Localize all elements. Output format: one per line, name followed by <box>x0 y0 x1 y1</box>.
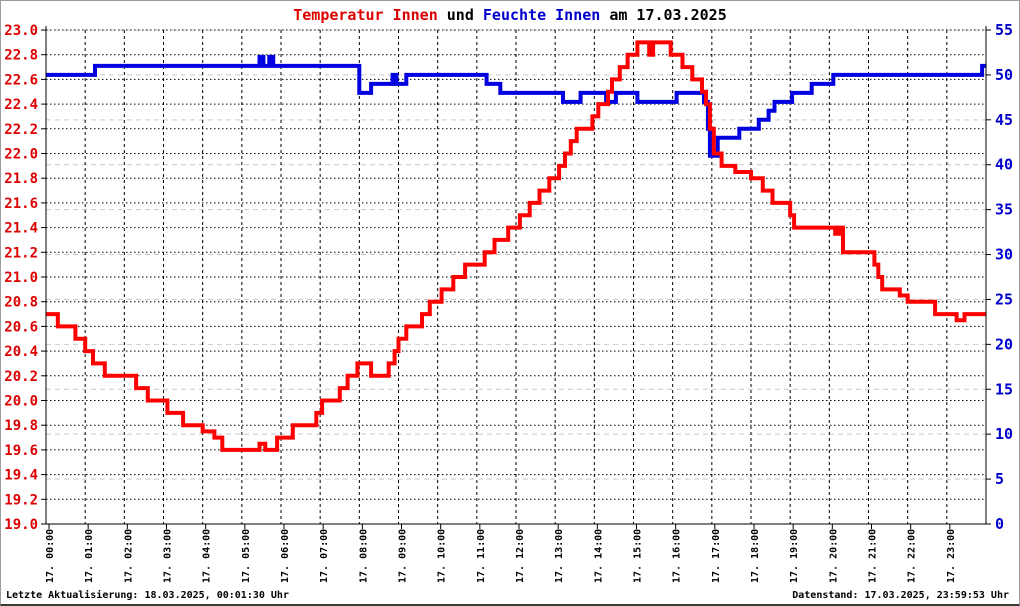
left-axis-tick-label: 21.6 <box>4 196 38 212</box>
left-axis-tick-label: 20.2 <box>4 369 38 385</box>
x-axis-tick-label: 17. 15:00 <box>633 529 644 583</box>
left-axis-tick-label: 21.0 <box>4 270 38 286</box>
left-axis-tick-label: 20.8 <box>4 295 38 311</box>
x-axis-tick-label: 17. 10:00 <box>437 529 448 583</box>
last-update-text: Letzte Aktualisierung: 18.03.2025, 00:01… <box>6 590 289 601</box>
chart-title: Temperatur Innen und Feuchte Innen am 17… <box>1 6 1019 24</box>
x-axis-tick-label: 17. 13:00 <box>554 529 565 583</box>
left-axis-tick-label: 22.4 <box>4 97 38 113</box>
right-axis-tick-label: 5 <box>995 470 1004 488</box>
right-axis-tick-label: 20 <box>995 335 1013 353</box>
right-axis-tick-label: 30 <box>995 246 1013 264</box>
x-axis-tick-label: 17. 05:00 <box>241 529 252 583</box>
chart-title-und: und <box>437 6 483 24</box>
right-axis-tick-label: 55 <box>995 21 1013 39</box>
x-axis-tick-label: 17. 16:00 <box>672 529 683 583</box>
x-axis-tick-label: 17. 23:00 <box>946 529 957 583</box>
chart-title-humidity: Feuchte Innen <box>482 6 601 24</box>
left-axis-tick-label: 19.8 <box>4 418 38 434</box>
left-axis-tick-label: 22.8 <box>4 48 38 64</box>
x-axis-tick-label: 17. 20:00 <box>828 529 839 583</box>
left-axis-tick-label: 19.4 <box>4 468 38 484</box>
x-axis-tick-label: 17. 19:00 <box>789 529 800 583</box>
left-axis-tick-label: 19.6 <box>4 443 38 459</box>
x-axis-tick-label: 17. 22:00 <box>907 529 918 583</box>
x-axis-tick-label: 17. 09:00 <box>398 529 409 583</box>
right-axis-tick-label: 40 <box>995 156 1013 174</box>
right-axis-tick-label: 50 <box>995 66 1013 84</box>
left-axis-tick-label: 20.0 <box>4 394 38 410</box>
temperature-line <box>46 40 986 452</box>
x-axis-tick-label: 17. 17:00 <box>711 529 722 583</box>
right-axis-tick-label: 45 <box>995 111 1013 129</box>
data-timestamp-text: Datenstand: 17.03.2025, 23:59:53 Uhr <box>792 590 1009 601</box>
x-axis-tick-label: 17. 02:00 <box>123 529 134 583</box>
x-axis-tick-label: 17. 00:00 <box>45 529 56 583</box>
right-axis-tick-label: 35 <box>995 201 1013 219</box>
x-axis-tick-label: 17. 04:00 <box>202 529 213 583</box>
x-axis-tick-label: 17. 01:00 <box>84 529 95 583</box>
x-axis-tick-label: 17. 14:00 <box>593 529 604 583</box>
x-axis-tick-label: 17. 08:00 <box>358 529 369 583</box>
left-axis-tick-label: 23.0 <box>4 23 38 39</box>
x-axis-tick-label: 17. 07:00 <box>319 529 330 583</box>
right-axis-tick-label: 10 <box>995 425 1013 443</box>
left-axis-tick-label: 19.0 <box>4 517 38 533</box>
x-axis-tick-label: 17. 18:00 <box>750 529 761 583</box>
left-axis-tick-label: 21.4 <box>4 221 38 237</box>
left-axis-tick-label: 20.6 <box>4 319 38 335</box>
x-axis-tick-label: 17. 03:00 <box>163 529 174 583</box>
left-axis-tick-label: 22.0 <box>4 147 38 163</box>
right-axis-tick-label: 15 <box>995 380 1013 398</box>
left-axis-tick-label: 21.2 <box>4 245 38 261</box>
x-axis-tick-label: 17. 06:00 <box>280 529 291 583</box>
left-axis-tick-label: 21.8 <box>4 171 38 187</box>
left-axis-tick-label: 22.2 <box>4 122 38 138</box>
right-axis-tick-label: 25 <box>995 290 1013 308</box>
humidity-line <box>46 54 986 158</box>
chart-title-temperature: Temperatur Innen <box>293 6 438 24</box>
chart-title-date: am 17.03.2025 <box>600 6 727 24</box>
x-axis-tick-label: 17. 12:00 <box>515 529 526 583</box>
x-axis-tick-label: 17. 11:00 <box>476 529 487 583</box>
left-axis-tick-label: 19.2 <box>4 492 38 508</box>
left-axis-tick-label: 20.4 <box>4 344 38 360</box>
left-axis-tick-label: 22.6 <box>4 72 38 88</box>
right-axis-tick-label: 0 <box>995 515 1004 533</box>
x-axis-tick-label: 17. 21:00 <box>868 529 879 583</box>
